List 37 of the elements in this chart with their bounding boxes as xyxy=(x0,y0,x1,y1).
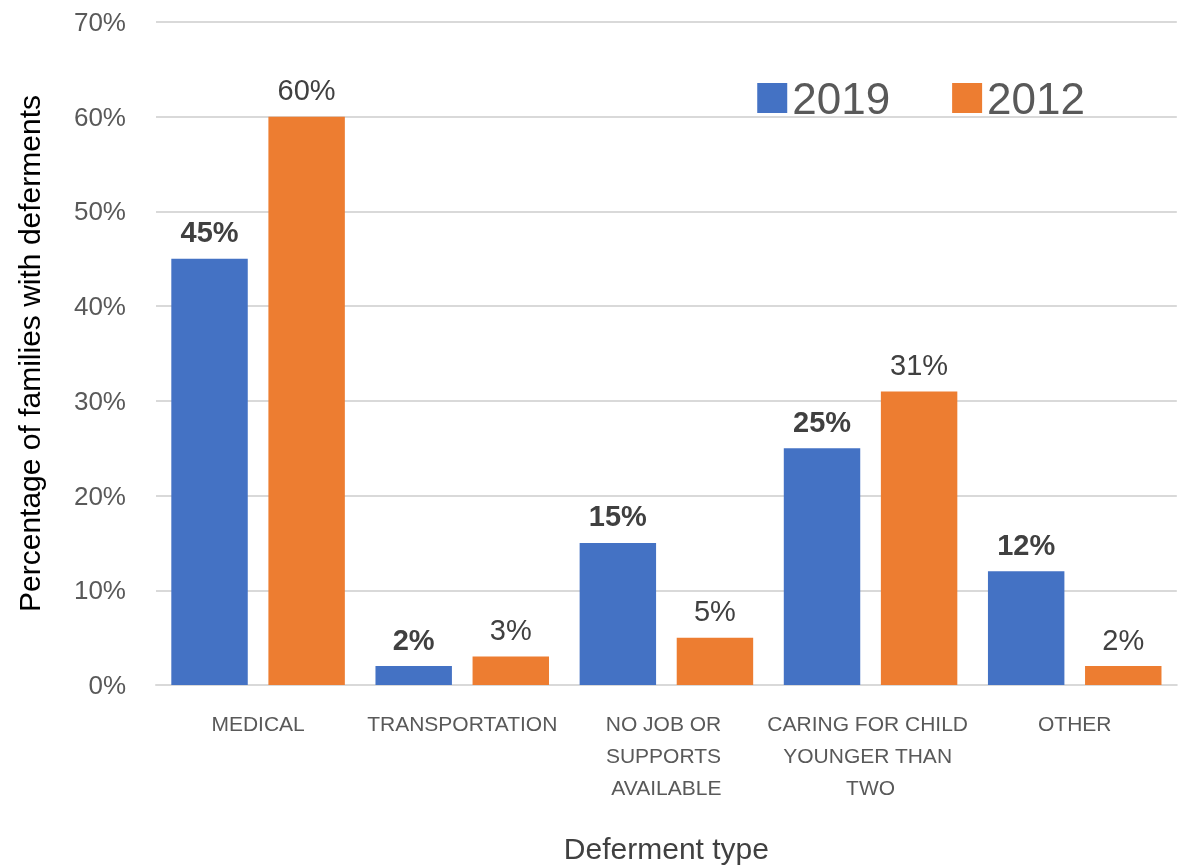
data-label: 5% xyxy=(693,595,736,628)
legend-label: 2019 xyxy=(792,73,891,123)
x-tick-label: NO JOB OR SUPPORTS AVAILABLE xyxy=(605,711,728,799)
data-label: 31% xyxy=(890,348,949,381)
bar xyxy=(987,571,1065,685)
data-label: 15% xyxy=(588,500,648,533)
bar xyxy=(171,258,248,685)
data-label: 25% xyxy=(792,405,852,438)
data-label: 60% xyxy=(277,74,336,107)
y-tick-label: 30% xyxy=(73,385,126,416)
bar xyxy=(375,666,452,685)
bar xyxy=(783,448,861,685)
data-label: 45% xyxy=(180,216,239,249)
y-tick-label: 60% xyxy=(73,101,126,132)
y-tick-label: 10% xyxy=(73,575,126,606)
x-tick-label: CARING FOR CHILD YOUNGER THAN TWO xyxy=(767,711,974,799)
bar xyxy=(880,391,958,685)
x-tick-label: MEDICAL xyxy=(211,711,305,735)
data-label: 12% xyxy=(997,528,1056,561)
bar xyxy=(472,656,550,685)
x-axis-title: Deferment type xyxy=(563,831,769,865)
y-axis-title: Percentage of families with deferments xyxy=(12,95,46,612)
x-tick-label: OTHER xyxy=(1037,711,1112,735)
y-tick-label: 50% xyxy=(73,196,126,227)
legend-label: 2012 xyxy=(987,73,1086,123)
data-label: 3% xyxy=(489,614,532,647)
data-label: 2% xyxy=(1102,623,1145,656)
bar xyxy=(579,542,657,685)
data-label: 2% xyxy=(392,623,435,656)
bar xyxy=(1085,666,1162,685)
y-tick-label: 0% xyxy=(88,670,126,700)
bar xyxy=(268,116,345,685)
y-tick-label: 70% xyxy=(73,7,126,37)
y-tick-label: 20% xyxy=(73,480,126,511)
x-tick-label: TRANSPORTATION xyxy=(367,711,558,735)
bar xyxy=(676,637,754,685)
y-tick-label: 40% xyxy=(73,291,126,322)
